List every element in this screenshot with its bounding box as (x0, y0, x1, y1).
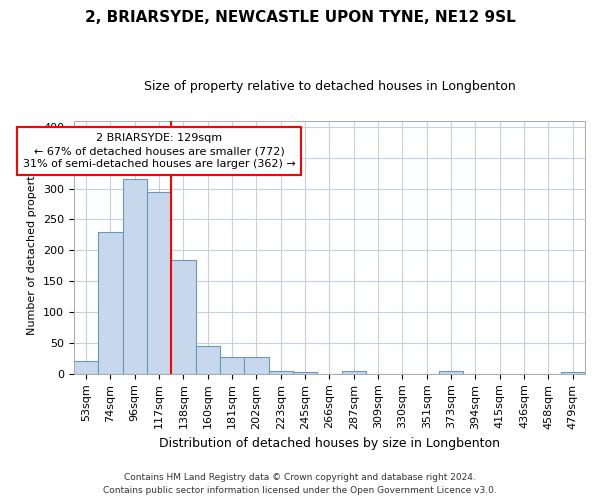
Y-axis label: Number of detached properties: Number of detached properties (28, 160, 37, 335)
Text: 2 BRIARSYDE: 129sqm
← 67% of detached houses are smaller (772)
31% of semi-detac: 2 BRIARSYDE: 129sqm ← 67% of detached ho… (23, 133, 295, 170)
Bar (220, 357, 244, 374)
X-axis label: Distribution of detached houses by size in Longbenton: Distribution of detached houses by size … (159, 437, 500, 450)
Text: 2, BRIARSYDE, NEWCASTLE UPON TYNE, NE12 9SL: 2, BRIARSYDE, NEWCASTLE UPON TYNE, NE12 … (85, 10, 515, 25)
Title: Size of property relative to detached houses in Longbenton: Size of property relative to detached ho… (143, 80, 515, 93)
Bar (244, 357, 269, 374)
Bar (560, 372, 585, 374)
Bar (74, 362, 98, 374)
Bar (293, 372, 317, 374)
Bar (196, 346, 220, 374)
Bar (439, 370, 463, 374)
Bar (147, 192, 171, 374)
Bar (269, 370, 293, 374)
Bar (341, 370, 366, 374)
Bar (98, 232, 122, 374)
Text: Contains HM Land Registry data © Crown copyright and database right 2024.
Contai: Contains HM Land Registry data © Crown c… (103, 474, 497, 495)
Bar (122, 179, 147, 374)
Bar (171, 260, 196, 374)
